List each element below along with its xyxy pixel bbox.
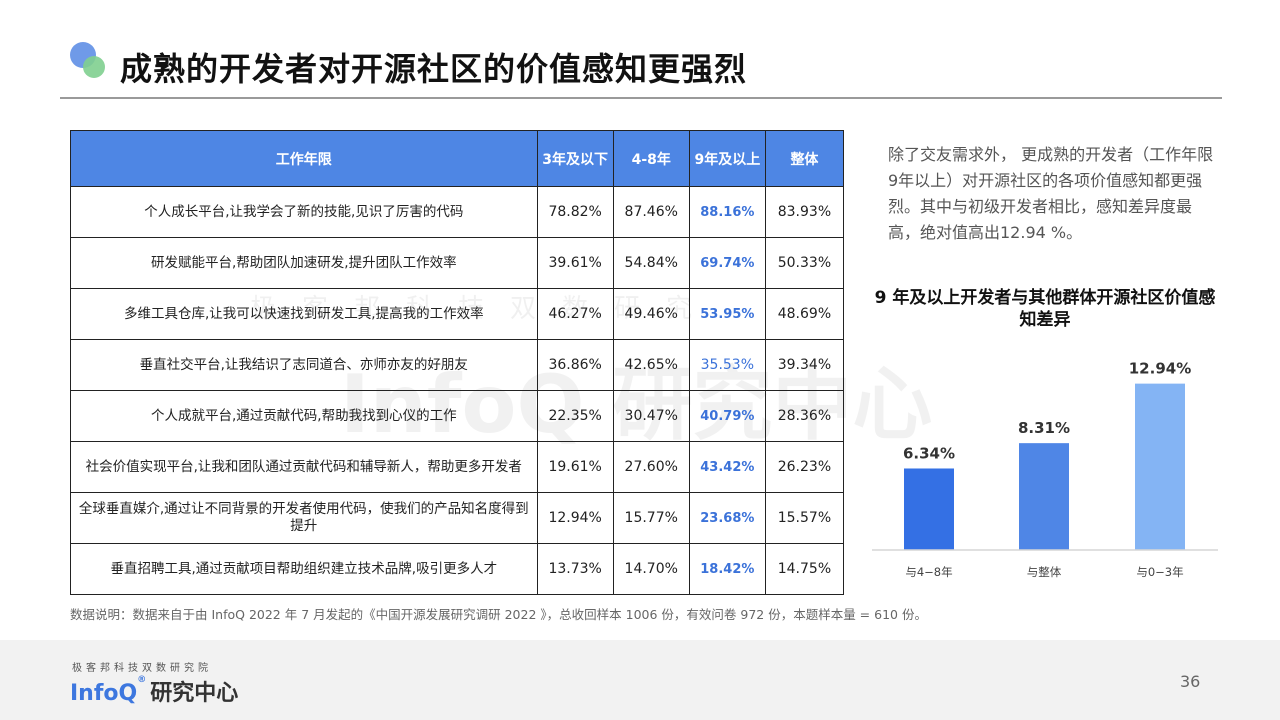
header-3-years-and-below: 3年及以下 — [536, 130, 614, 187]
cell-value: 78.82% — [536, 186, 614, 238]
cell-value: 22.35% — [536, 390, 614, 442]
chart-category-label: 与4−8年 — [905, 565, 952, 579]
page-number: 36 — [1180, 672, 1201, 691]
cell-value: 83.93% — [764, 186, 845, 238]
cell-value: 46.27% — [536, 288, 614, 340]
page-title: 成熟的开发者对开源社区的价值感知更强烈 — [120, 50, 748, 88]
chart-value-label: 8.31% — [1018, 419, 1070, 437]
cell-value: 30.47% — [612, 390, 690, 442]
cell-value: 87.46% — [612, 186, 690, 238]
row-item: 研发赋能平台,帮助团队加速研发,提升团队工作效率 — [70, 237, 538, 289]
cell-value: 54.84% — [612, 237, 690, 289]
table-row: 个人成就平台,通过贡献代码,帮助我找到心仪的工作 22.35% 30.47% 4… — [70, 390, 845, 442]
cell-value-highlight: 35.53% — [688, 339, 766, 391]
footer-logo-infoq: InfoQ — [70, 681, 138, 706]
chart-category-label: 与0−3年 — [1136, 565, 1183, 579]
cell-value: 36.86% — [536, 339, 614, 391]
cell-value-highlight: 43.42% — [688, 441, 766, 493]
cell-value: 39.34% — [764, 339, 845, 391]
table-row: 研发赋能平台,帮助团队加速研发,提升团队工作效率 39.61% 54.84% 6… — [70, 237, 845, 289]
chart-bar — [1019, 443, 1069, 550]
row-item: 多维工具仓库,让我可以快速找到研发工具,提高我的工作效率 — [70, 288, 538, 340]
cell-value: 48.69% — [764, 288, 845, 340]
row-item: 垂直社交平台,让我结识了志同道合、亦师亦友的好朋友 — [70, 339, 538, 391]
cell-value: 50.33% — [764, 237, 845, 289]
cell-value-highlight: 23.68% — [688, 492, 766, 544]
cell-value: 14.70% — [612, 543, 690, 595]
row-item: 社会价值实现平台,让我和团队通过贡献代码和辅导新人，帮助更多开发者 — [70, 441, 538, 493]
chart-bar — [1135, 383, 1185, 550]
table-row: 垂直社交平台,让我结识了志同道合、亦师亦友的好朋友 36.86% 42.65% … — [70, 339, 845, 391]
footer-logo: InfoQ®研究中心 — [70, 675, 238, 707]
cell-value: 26.23% — [764, 441, 845, 493]
title-decoration-icon — [70, 42, 110, 82]
header-work-years: 工作年限 — [70, 130, 538, 187]
cell-value: 15.57% — [764, 492, 845, 544]
cell-value-highlight: 53.95% — [688, 288, 766, 340]
title-divider — [60, 97, 1222, 99]
header-overall: 整体 — [764, 130, 845, 187]
table-row: 垂直招聘工具,通过贡献项目帮助组织建立技术品牌,吸引更多人才 13.73% 14… — [70, 543, 845, 595]
row-item: 全球垂直媒介,通过让不同背景的开发者使用代码，使我们的产品知名度得到提升 — [70, 492, 538, 544]
chart-value-label: 12.94% — [1129, 360, 1191, 378]
cell-value: 14.75% — [764, 543, 845, 595]
footer-bar — [0, 640, 1280, 720]
cell-value-highlight: 69.74% — [688, 237, 766, 289]
cell-value: 12.94% — [536, 492, 614, 544]
table-row: 个人成长平台,让我学会了新的技能,见识了厉害的代码 78.82% 87.46% … — [70, 186, 845, 238]
header-9-years-and-above: 9年及以上 — [688, 130, 766, 187]
green-dot-icon — [83, 56, 105, 78]
row-item: 垂直招聘工具,通过贡献项目帮助组织建立技术品牌,吸引更多人才 — [70, 543, 538, 595]
footer-org-name: 极客邦科技双数研究院 — [72, 663, 212, 674]
cell-value: 42.65% — [612, 339, 690, 391]
table-row: 全球垂直媒介,通过让不同背景的开发者使用代码，使我们的产品知名度得到提升 12.… — [70, 492, 845, 544]
cell-value: 13.73% — [536, 543, 614, 595]
cell-value-highlight: 40.79% — [688, 390, 766, 442]
cell-value: 28.36% — [764, 390, 845, 442]
row-item: 个人成长平台,让我学会了新的技能,见识了厉害的代码 — [70, 186, 538, 238]
chart-category-label: 与整体 — [1027, 565, 1062, 579]
data-footnote: 数据说明：数据来自于由 InfoQ 2022 年 7 月发起的《中国开源发展研究… — [70, 607, 927, 622]
cell-value: 19.61% — [536, 441, 614, 493]
table-row: 多维工具仓库,让我可以快速找到研发工具,提高我的工作效率 46.27% 49.4… — [70, 288, 845, 340]
chart-value-label: 6.34% — [903, 444, 955, 462]
cell-value: 39.61% — [536, 237, 614, 289]
footer-logo-cn: 研究中心 — [150, 681, 239, 706]
chart-title: 9 年及以上开发者与其他群体开源社区价值感知差异 — [874, 288, 1216, 330]
header-4-8-years: 4-8年 — [612, 130, 690, 187]
cell-value: 15.77% — [612, 492, 690, 544]
insight-description: 除了交友需求外， 更成熟的开发者（工作年限9年以上）对开源社区的各项价值感知都更… — [888, 145, 1214, 242]
footer-logo-registered-icon: ® — [137, 675, 147, 685]
row-item: 个人成就平台,通过贡献代码,帮助我找到心仪的工作 — [70, 390, 538, 442]
table-header-row: 工作年限 3年及以下 4-8年 9年及以上 整体 — [70, 130, 845, 187]
value-perception-table: 工作年限 3年及以下 4-8年 9年及以上 整体 个人成长平台,让我学会了新的技… — [70, 130, 845, 595]
cell-value-highlight: 18.42% — [688, 543, 766, 595]
difference-bar-chart: 6.34% 与4−8年 8.31% 与整体 12.94% 与0−3年 — [872, 360, 1218, 579]
chart-bar — [904, 468, 954, 550]
cell-value: 27.60% — [612, 441, 690, 493]
cell-value-highlight: 88.16% — [688, 186, 766, 238]
cell-value: 49.46% — [612, 288, 690, 340]
table-row: 社会价值实现平台,让我和团队通过贡献代码和辅导新人，帮助更多开发者 19.61%… — [70, 441, 845, 493]
